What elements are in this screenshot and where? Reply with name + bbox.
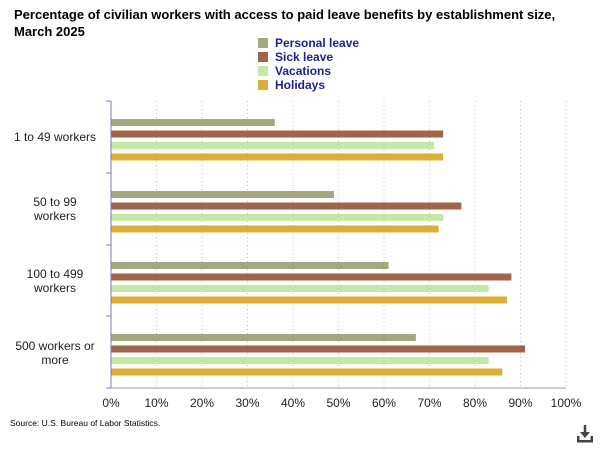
bar[interactable]	[111, 262, 389, 269]
legend-label: Personal leave	[275, 36, 360, 50]
y-tick-label: 1 to 49 workers	[10, 130, 100, 144]
x-tick-label: 50%	[326, 396, 351, 410]
x-tick-label: 70%	[417, 396, 442, 410]
bar[interactable]	[111, 214, 444, 221]
y-tick-label-line: 50 to 99	[33, 195, 77, 209]
bar[interactable]	[111, 191, 334, 198]
legend-item: Vacations	[258, 64, 359, 78]
chart-title: Percentage of civilian workers with acce…	[14, 7, 556, 39]
x-tick-label: 20%	[189, 396, 215, 410]
legend-swatch	[258, 52, 268, 62]
download-button[interactable]	[574, 423, 596, 445]
y-tick-label: 500 workers or more	[10, 339, 100, 367]
bar[interactable]	[111, 119, 275, 126]
y-tick-label: 100 to 499 workers	[10, 267, 100, 295]
bar[interactable]	[111, 225, 439, 233]
source-note: Source: U.S. Bureau of Labor Statistics.	[10, 418, 161, 428]
bar[interactable]	[111, 357, 489, 364]
y-tick-label-line: 100 to 499	[26, 267, 84, 281]
bar[interactable]	[111, 368, 503, 376]
bar[interactable]	[111, 345, 526, 353]
x-tick-label: 40%	[280, 396, 306, 410]
bar[interactable]	[111, 296, 507, 304]
y-tick-label-line: 1 to 49 workers	[13, 130, 97, 144]
legend-swatch	[258, 38, 268, 48]
legend-item: Personal leave	[258, 36, 359, 50]
x-tick-label: 30%	[235, 396, 260, 410]
y-tick-label: 50 to 99 workers	[10, 195, 100, 223]
y-tick-label-line: workers	[33, 209, 76, 223]
bar[interactable]	[111, 273, 512, 281]
legend-item: Sick leave	[258, 50, 359, 64]
legend-label: Vacations	[275, 64, 332, 78]
legend: Personal leave Sick leave Vacations Holiday…	[258, 36, 359, 92]
y-tick-label-line: workers	[33, 281, 76, 295]
bar[interactable]	[111, 142, 435, 149]
x-tick-label: 10%	[144, 396, 169, 410]
x-tick-label: 60%	[371, 396, 397, 410]
bar[interactable]	[111, 334, 416, 341]
x-tick-label: 80%	[462, 396, 488, 410]
legend-label: Sick leave	[275, 50, 334, 64]
x-tick-label: 0%	[102, 396, 120, 410]
y-tick-label-line: more	[41, 353, 69, 367]
x-tick-label: 90%	[508, 396, 533, 410]
legend-item: Holidays	[258, 78, 359, 92]
x-tick-label: 100%	[550, 396, 582, 410]
bar[interactable]	[111, 130, 444, 138]
download-icon	[577, 425, 593, 443]
bar[interactable]	[111, 285, 489, 292]
bar[interactable]	[111, 202, 462, 210]
legend-swatch	[258, 66, 268, 76]
y-tick-label-line: 500 workers or	[15, 339, 95, 353]
bar[interactable]	[111, 153, 444, 161]
legend-swatch	[258, 80, 268, 90]
legend-label: Holidays	[275, 78, 326, 92]
